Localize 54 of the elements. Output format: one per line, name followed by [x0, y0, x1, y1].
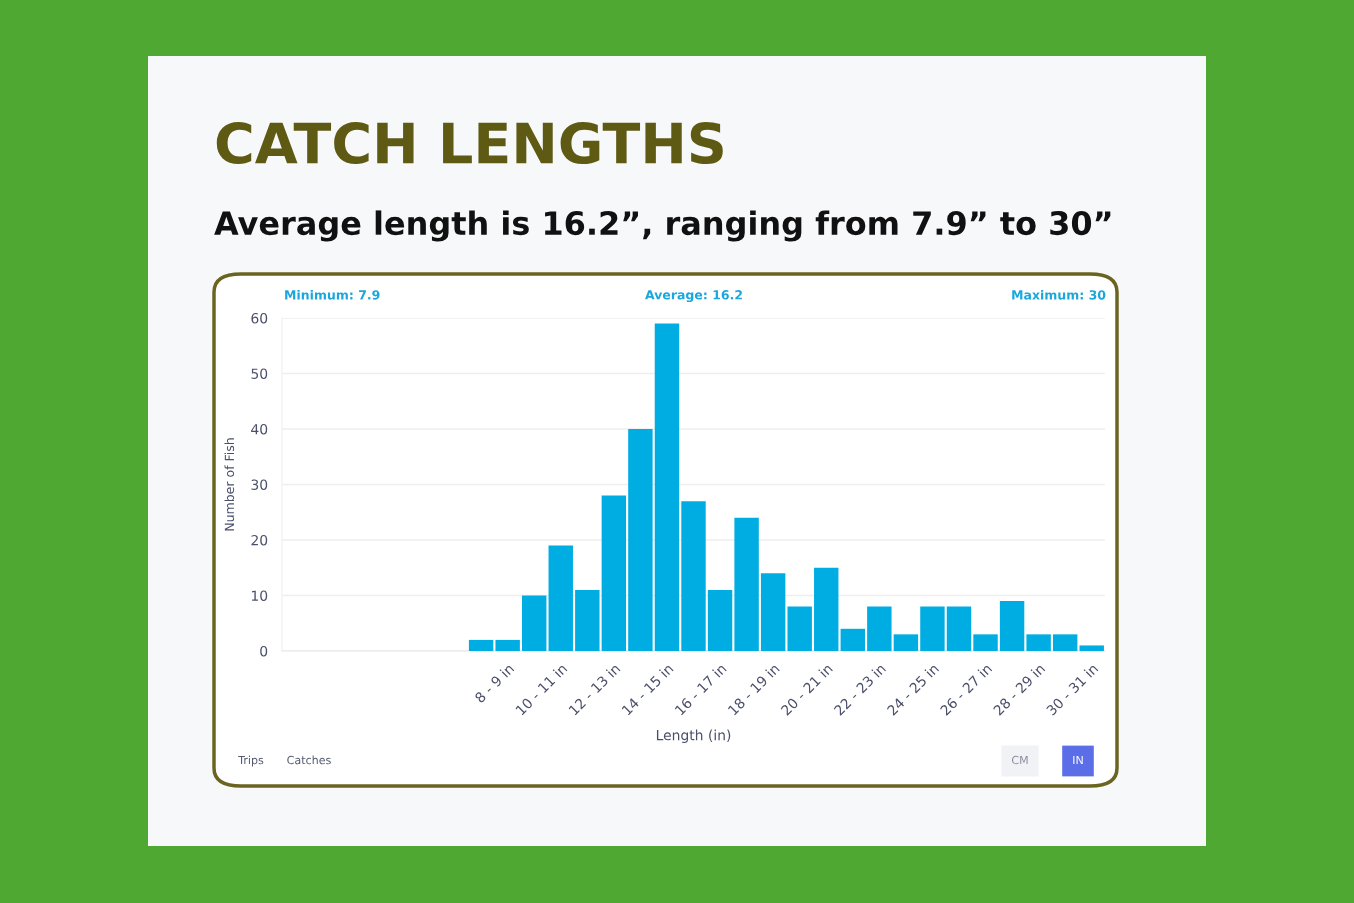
- y-tick-label: 30: [251, 479, 268, 490]
- bar: [814, 567, 839, 651]
- bar: [575, 589, 600, 651]
- x-tick-label: 14 - 15 in: [621, 662, 674, 716]
- x-tick-label: 30 - 31 in: [1045, 662, 1099, 716]
- bar: [893, 634, 919, 651]
- text: Average: 16.2: [645, 290, 742, 303]
- x-tick-label: 28 - 29 in: [992, 662, 1046, 716]
- x-axis-title: Length (in): [656, 729, 731, 744]
- bar: [654, 323, 680, 651]
- bar: [495, 639, 520, 651]
- bar: [973, 634, 998, 651]
- bar: [1079, 645, 1104, 651]
- chart-subtitle: Average length is 16.2”, ranging from 7.9” to 30”: [214, 210, 1111, 242]
- bar: [628, 429, 653, 651]
- x-tick-label: 22 - 23 in: [833, 662, 887, 716]
- bar: [681, 501, 706, 651]
- bar: [1052, 634, 1078, 651]
- y-tick-label: 40: [251, 423, 268, 435]
- bar: [1026, 634, 1051, 651]
- bar: [707, 589, 733, 651]
- y-tick-label: 10: [251, 590, 268, 601]
- bar: [920, 606, 945, 651]
- bar: [840, 628, 865, 651]
- bar: [946, 606, 972, 651]
- bar: [548, 545, 573, 651]
- bar: [760, 573, 786, 651]
- x-tick-label: 8 - 9 in: [473, 662, 515, 704]
- bar: [734, 517, 759, 651]
- x-tick-label: 10 - 11 in: [514, 662, 568, 716]
- x-tick-label: 24 - 25 in: [886, 662, 940, 716]
- text: Catches: [287, 755, 331, 765]
- text: Maximum: 30: [1012, 289, 1106, 300]
- x-tick-label: 12 - 13 in: [568, 662, 621, 716]
- y-tick-label: 0: [260, 645, 268, 657]
- text: IN: [1073, 755, 1083, 765]
- text: Minimum: 7.9: [285, 289, 380, 300]
- y-tick-label: 20: [251, 534, 268, 546]
- bar: [468, 639, 494, 651]
- bar: [867, 606, 892, 651]
- y-tick-label: 60: [251, 312, 268, 324]
- y-tick-label: 50: [251, 368, 268, 379]
- bar: [522, 595, 547, 651]
- bar: [601, 495, 627, 651]
- x-tick-label: 20 - 21 in: [780, 662, 834, 716]
- text: Trips: [238, 755, 264, 767]
- x-tick-label: 26 - 27 in: [939, 662, 993, 716]
- bar: [787, 606, 812, 651]
- x-tick-label: 16 - 17 in: [674, 662, 727, 716]
- text: CM: [1011, 755, 1028, 765]
- bar: [999, 601, 1025, 651]
- chart-title: CATCH LENGTHS: [216, 122, 723, 165]
- x-tick-label: 18 - 19 in: [727, 662, 780, 716]
- y-axis-title: Number of Fish: [224, 438, 235, 531]
